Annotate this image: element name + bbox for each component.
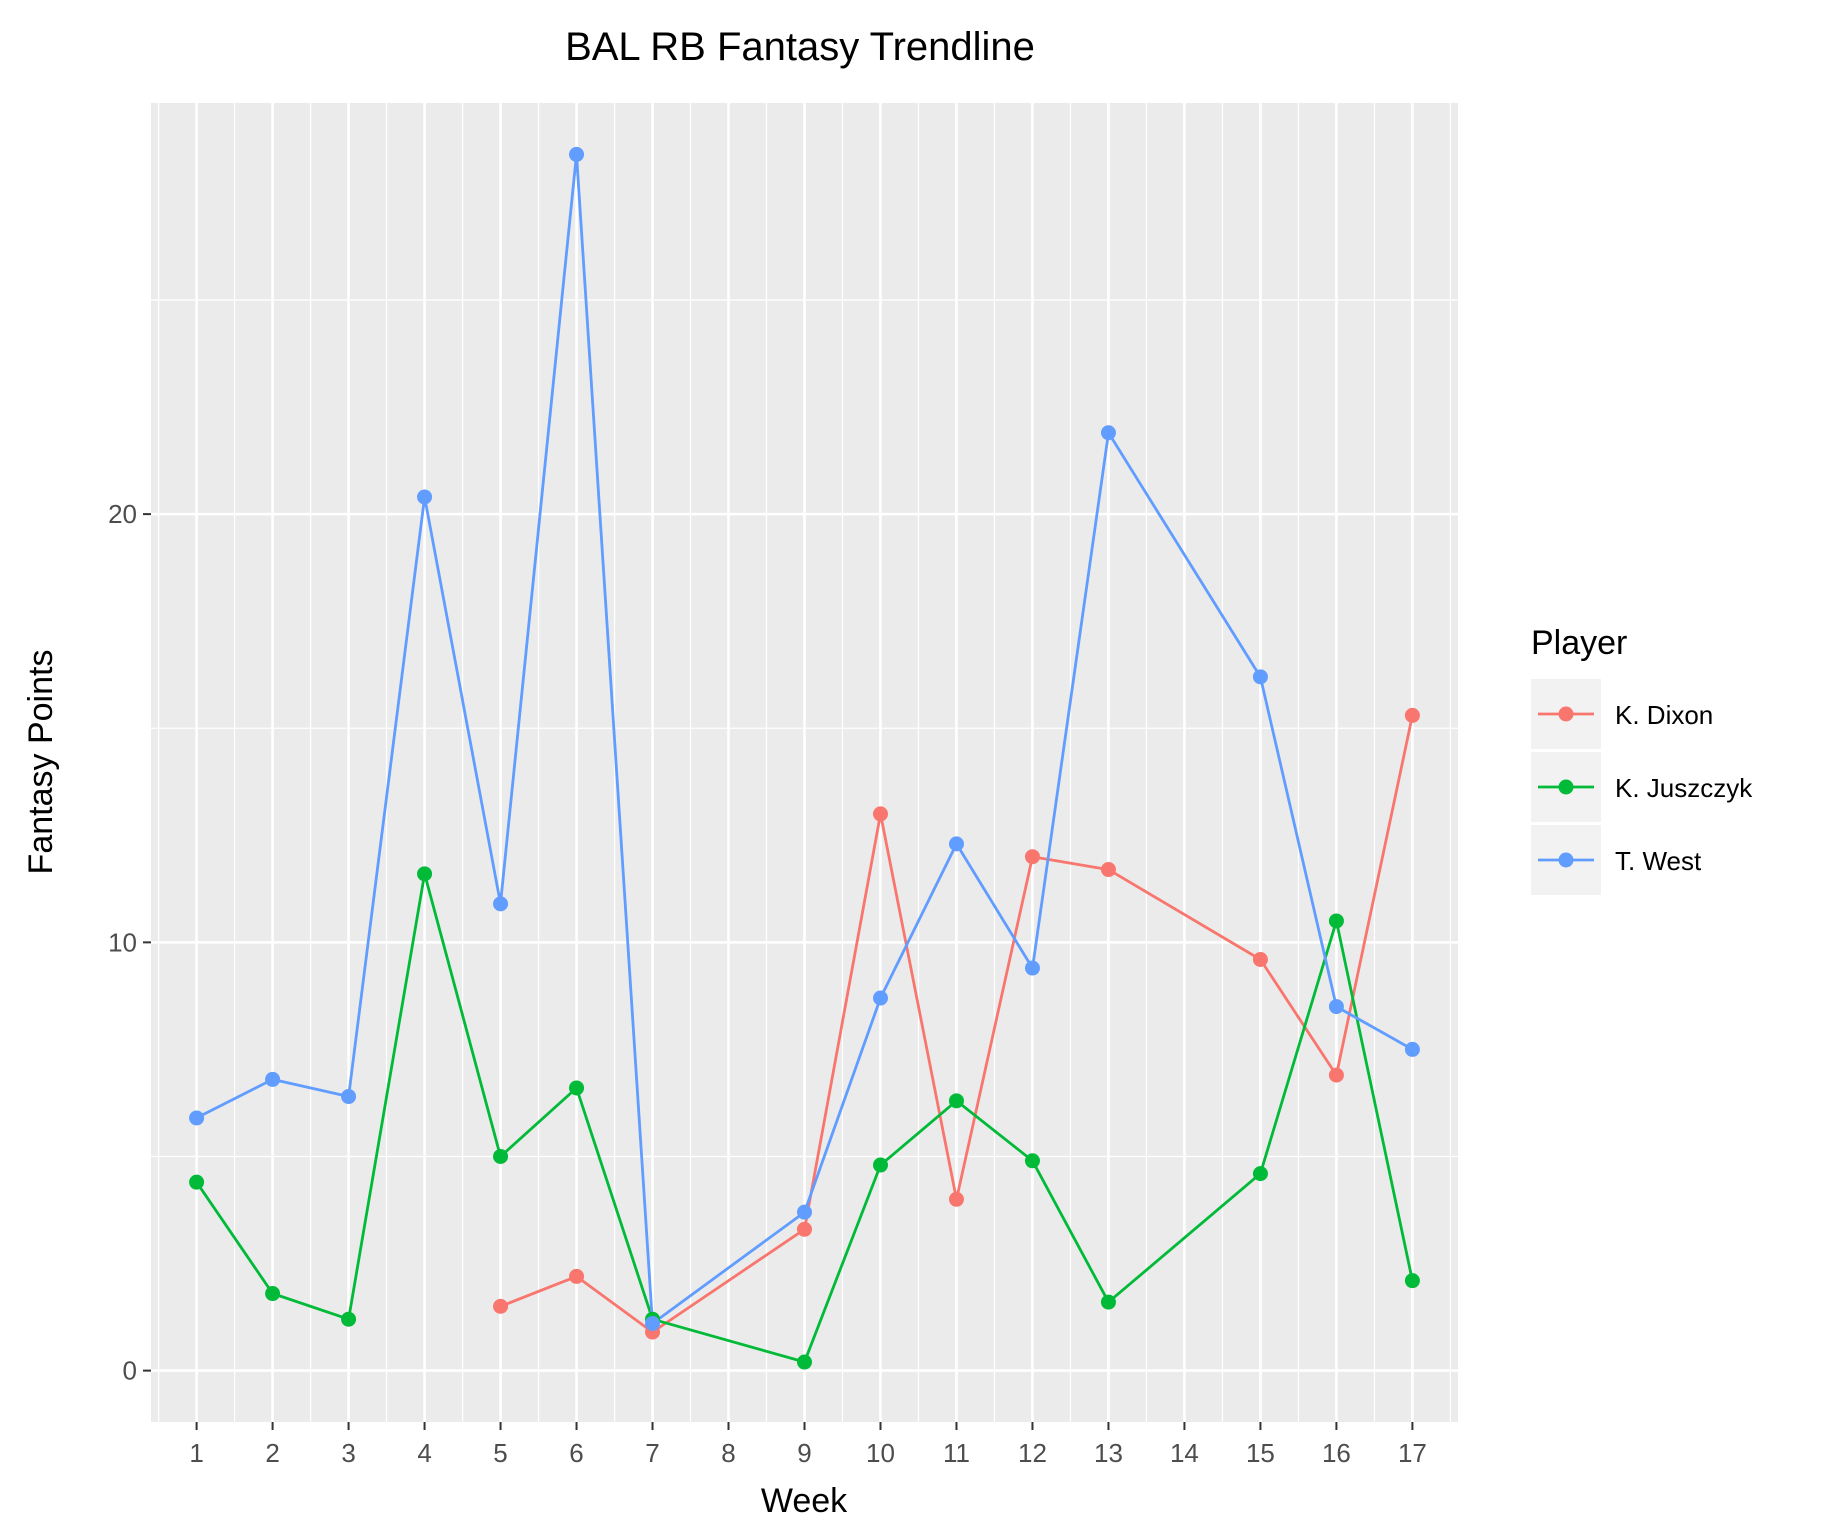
data-point bbox=[341, 1089, 357, 1105]
data-point bbox=[948, 836, 964, 852]
legend-title: Player bbox=[1531, 624, 1627, 662]
grid-minor bbox=[151, 103, 1458, 1422]
data-point bbox=[1328, 999, 1344, 1015]
data-point bbox=[417, 866, 433, 882]
data-point bbox=[645, 1316, 661, 1332]
data-point bbox=[1404, 1041, 1420, 1057]
data-point bbox=[872, 806, 888, 822]
data-point bbox=[417, 489, 433, 505]
data-point bbox=[1024, 1153, 1040, 1169]
legend-item: K. Juszczyk bbox=[1531, 752, 1753, 822]
data-point bbox=[569, 1080, 585, 1096]
x-tick-label: 3 bbox=[341, 1438, 355, 1468]
data-point bbox=[265, 1286, 281, 1302]
legend-item: K. Dixon bbox=[1531, 679, 1713, 749]
x-tick-label: 17 bbox=[1398, 1438, 1427, 1468]
legend-key-point bbox=[1558, 779, 1574, 795]
x-tick-label: 1 bbox=[189, 1438, 203, 1468]
x-axis: 1 2 3 4 5 6 7 8 9 10 11 12 13 14 15 16 17 bbox=[189, 1422, 1427, 1468]
data-point bbox=[265, 1071, 281, 1087]
data-point bbox=[948, 1191, 964, 1207]
legend-label: T. West bbox=[1615, 846, 1702, 876]
data-point bbox=[1024, 849, 1040, 865]
data-point bbox=[569, 146, 585, 162]
x-tick-label: 8 bbox=[721, 1438, 735, 1468]
data-point bbox=[569, 1268, 585, 1284]
data-point bbox=[1024, 960, 1040, 976]
data-point bbox=[797, 1354, 812, 1370]
y-tick-label: 20 bbox=[108, 499, 137, 529]
data-point bbox=[1404, 1273, 1420, 1289]
x-tick-label: 4 bbox=[417, 1438, 431, 1468]
legend-item: T. West bbox=[1531, 825, 1702, 895]
x-tick-label: 16 bbox=[1322, 1438, 1351, 1468]
data-point bbox=[797, 1221, 812, 1237]
data-point bbox=[872, 1157, 888, 1173]
x-tick-label: 13 bbox=[1094, 1438, 1123, 1468]
data-point bbox=[1100, 862, 1116, 878]
grid-major bbox=[151, 103, 1458, 1422]
legend-label: K. Dixon bbox=[1615, 700, 1713, 730]
data-point bbox=[872, 990, 888, 1006]
data-point bbox=[189, 1110, 205, 1126]
data-point bbox=[948, 1093, 964, 1109]
data-point bbox=[1328, 1067, 1344, 1083]
chart-title: BAL RB Fantasy Trendline bbox=[565, 25, 1035, 69]
data-point bbox=[341, 1311, 357, 1327]
x-axis-title: Week bbox=[761, 1482, 848, 1520]
data-point bbox=[493, 896, 509, 912]
x-tick-label: 15 bbox=[1246, 1438, 1275, 1468]
x-tick-label: 2 bbox=[265, 1438, 279, 1468]
x-tick-label: 12 bbox=[1018, 1438, 1047, 1468]
x-tick-label: 5 bbox=[493, 1438, 507, 1468]
data-point bbox=[1252, 1166, 1268, 1182]
data-point bbox=[1100, 425, 1116, 441]
data-point bbox=[1100, 1294, 1116, 1310]
y-tick-label: 0 bbox=[123, 1356, 137, 1386]
y-tick-label: 10 bbox=[108, 927, 137, 957]
x-tick-label: 6 bbox=[569, 1438, 583, 1468]
data-point bbox=[189, 1174, 205, 1190]
legend: Player K. Dixon K. Juszczyk T. West bbox=[1531, 624, 1753, 895]
data-point bbox=[1252, 951, 1268, 967]
legend-items: K. Dixon K. Juszczyk T. West bbox=[1531, 679, 1753, 895]
data-point bbox=[797, 1204, 812, 1220]
legend-key-point bbox=[1558, 706, 1574, 722]
data-point bbox=[1252, 669, 1268, 685]
x-tick-label: 14 bbox=[1170, 1438, 1199, 1468]
legend-key-point bbox=[1558, 852, 1574, 868]
y-axis-title: Fantasy Points bbox=[22, 650, 60, 875]
data-point bbox=[1328, 913, 1344, 929]
x-tick-label: 9 bbox=[797, 1438, 811, 1468]
x-tick-label: 7 bbox=[645, 1438, 659, 1468]
series-points bbox=[189, 146, 1420, 1370]
legend-label: K. Juszczyk bbox=[1615, 773, 1753, 803]
data-point bbox=[493, 1298, 509, 1314]
x-tick-label: 10 bbox=[866, 1438, 895, 1468]
data-point bbox=[493, 1148, 509, 1164]
x-tick-label: 11 bbox=[943, 1438, 970, 1468]
data-point bbox=[1404, 707, 1420, 723]
y-axis: 0 10 20 bbox=[108, 499, 151, 1386]
